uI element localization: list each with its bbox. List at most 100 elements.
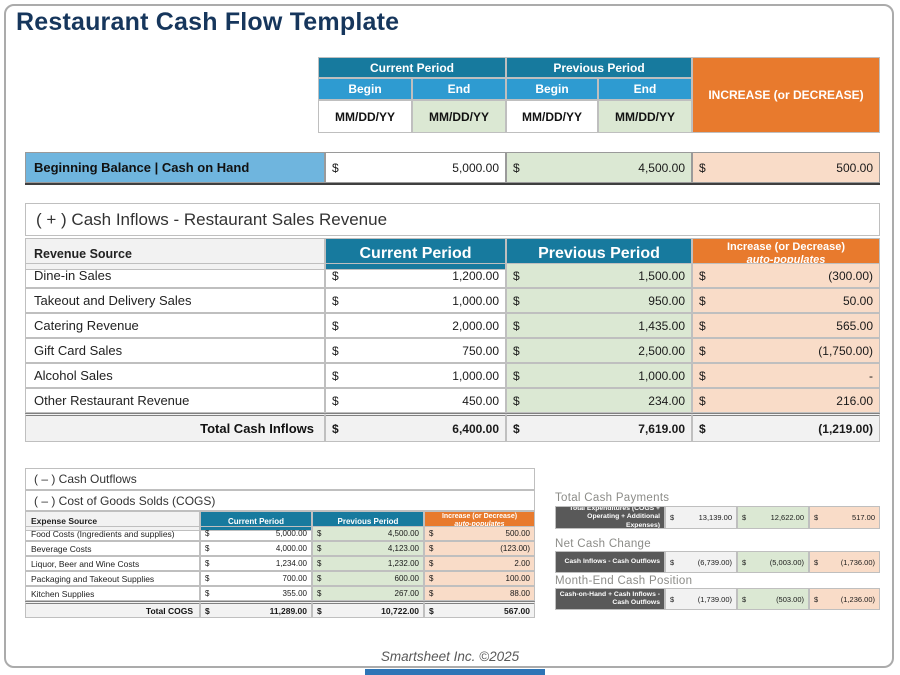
- value: 2,000.00: [452, 318, 499, 333]
- previous-value-cell[interactable]: $267.00: [312, 586, 424, 601]
- current-value-cell[interactable]: $450.00: [325, 388, 506, 413]
- value: 517.00: [852, 513, 875, 522]
- period-header-table: Current Period Previous Period INCREASE …: [318, 57, 880, 133]
- month-end-cash-position-row: Cash-on-Hand + Cash Inflows - Cash Outfl…: [555, 588, 880, 610]
- cash-outflows-section-header: ( – ) Cash Outflows: [25, 468, 535, 490]
- revenue-source-cell[interactable]: Other Restaurant Revenue: [25, 388, 325, 413]
- currency-symbol: $: [317, 589, 322, 598]
- current-value-cell[interactable]: $750.00: [325, 338, 506, 363]
- value: 5,000.00: [452, 160, 499, 175]
- currency-symbol: $: [513, 421, 520, 436]
- total-change-cell: $567.00: [424, 601, 535, 618]
- beginning-balance-previous-cell[interactable]: $4,500.00: [506, 152, 692, 183]
- summary-current-cell: $ (6,739.00): [665, 551, 737, 573]
- currency-symbol: $: [513, 343, 520, 358]
- previous-value-cell[interactable]: $234.00: [506, 388, 692, 413]
- currency-symbol: $: [670, 557, 675, 567]
- value: 450.00: [462, 393, 499, 408]
- currency-symbol: $: [814, 594, 819, 604]
- change-value-cell: $500.00: [424, 526, 535, 541]
- previous-value-cell[interactable]: $1,000.00: [506, 363, 692, 388]
- currency-symbol: $: [317, 544, 322, 553]
- previous-begin-date-cell[interactable]: MM/DD/YY: [506, 100, 598, 133]
- expense-source-cell[interactable]: Kitchen Supplies: [25, 586, 200, 601]
- currency-symbol: $: [699, 343, 706, 358]
- revenue-source-cell[interactable]: Gift Card Sales: [25, 338, 325, 363]
- value: (123.00): [500, 544, 530, 553]
- current-value-cell[interactable]: $2,000.00: [325, 313, 506, 338]
- current-value-cell[interactable]: $1,000.00: [325, 363, 506, 388]
- current-value-cell[interactable]: $1,200.00: [325, 263, 506, 288]
- current-value-cell[interactable]: $355.00: [200, 586, 312, 601]
- previous-value-cell[interactable]: $1,500.00: [506, 263, 692, 288]
- previous-end-header: End: [598, 78, 692, 100]
- currency-symbol: $: [317, 605, 322, 616]
- current-value-cell[interactable]: $5,000.00: [200, 526, 312, 541]
- currency-symbol: $: [429, 559, 434, 568]
- current-value-cell[interactable]: $4,000.00: [200, 541, 312, 556]
- previous-end-date-cell[interactable]: MM/DD/YY: [598, 100, 692, 133]
- currency-symbol: $: [513, 368, 520, 383]
- previous-value-cell[interactable]: $2,500.00: [506, 338, 692, 363]
- previous-begin-header: Begin: [506, 78, 598, 100]
- revenue-source-cell[interactable]: Dine-in Sales: [25, 263, 325, 288]
- expense-source-cell[interactable]: Beverage Costs: [25, 541, 200, 556]
- expense-source-cell[interactable]: Liquor, Beer and Wine Costs: [25, 556, 200, 571]
- value: 10,722.00: [381, 605, 419, 616]
- total-previous-cell: $7,619.00: [506, 413, 692, 442]
- beginning-balance-label: Beginning Balance | Cash on Hand: [25, 152, 325, 183]
- value: 4,500.00: [387, 529, 419, 538]
- currency-symbol: $: [332, 268, 339, 283]
- currency-symbol: $: [670, 594, 675, 604]
- currency-symbol: $: [332, 368, 339, 383]
- value: (1,750.00): [818, 343, 873, 358]
- value: 700.00: [282, 574, 307, 583]
- cash-inflows-table: Revenue Source Current Period Previous P…: [25, 238, 880, 442]
- month-end-cash-position-label: Cash-on-Hand + Cash Inflows - Cash Outfl…: [555, 588, 665, 610]
- change-value-cell: $100.00: [424, 571, 535, 586]
- currency-symbol: $: [317, 529, 322, 538]
- value: 5,000.00: [275, 529, 307, 538]
- increase-decrease-header: INCREASE (or DECREASE): [692, 57, 880, 133]
- change-value-cell: $88.00: [424, 586, 535, 601]
- total-cash-inflows-label: Total Cash Inflows: [25, 413, 325, 442]
- summary-change-cell: $517.00: [809, 506, 880, 529]
- currency-symbol: $: [513, 268, 520, 283]
- previous-value-cell[interactable]: $4,500.00: [312, 526, 424, 541]
- previous-value-cell[interactable]: $1,435.00: [506, 313, 692, 338]
- current-begin-date-cell[interactable]: MM/DD/YY: [318, 100, 412, 133]
- previous-value-cell[interactable]: $950.00: [506, 288, 692, 313]
- current-value-cell[interactable]: $1,234.00: [200, 556, 312, 571]
- currency-symbol: $: [429, 574, 434, 583]
- currency-symbol: $: [317, 574, 322, 583]
- change-value-cell: $ (1,750.00): [692, 338, 880, 363]
- change-value-cell: $2.00: [424, 556, 535, 571]
- currency-symbol: $: [332, 160, 339, 175]
- revenue-source-cell[interactable]: Catering Revenue: [25, 313, 325, 338]
- expense-source-cell[interactable]: Packaging and Takeout Supplies: [25, 571, 200, 586]
- value: 6,400.00: [452, 421, 499, 436]
- value: 11,289.00: [269, 605, 307, 616]
- beginning-balance-current-cell[interactable]: $5,000.00: [325, 152, 506, 183]
- previous-value-cell[interactable]: $1,232.00: [312, 556, 424, 571]
- previous-value-cell[interactable]: $600.00: [312, 571, 424, 586]
- beginning-balance-change-cell: $500.00: [692, 152, 880, 183]
- value: 2.00: [514, 559, 530, 568]
- revenue-source-cell[interactable]: Takeout and Delivery Sales: [25, 288, 325, 313]
- increase-header-line1: Increase (or Decrease): [441, 512, 518, 520]
- current-end-date-cell[interactable]: MM/DD/YY: [412, 100, 506, 133]
- cogs-section-header: ( – ) Cost of Goods Solds (COGS): [25, 490, 535, 511]
- total-change-cell: $ (1,219.00): [692, 413, 880, 442]
- expense-source-cell[interactable]: Food Costs (Ingredients and supplies): [25, 526, 200, 541]
- total-cash-payments-heading: Total Cash Payments: [555, 492, 670, 504]
- current-value-cell[interactable]: $1,000.00: [325, 288, 506, 313]
- value: (1,236.00): [840, 594, 875, 604]
- bottom-scroll-indicator[interactable]: [365, 669, 545, 675]
- revenue-source-cell[interactable]: Alcohol Sales: [25, 363, 325, 388]
- currency-symbol: $: [317, 559, 322, 568]
- value: 567.00: [504, 605, 530, 616]
- previous-value-cell[interactable]: $4,123.00: [312, 541, 424, 556]
- change-value-cell: $ -: [692, 363, 880, 388]
- currency-symbol: $: [699, 393, 706, 408]
- current-value-cell[interactable]: $700.00: [200, 571, 312, 586]
